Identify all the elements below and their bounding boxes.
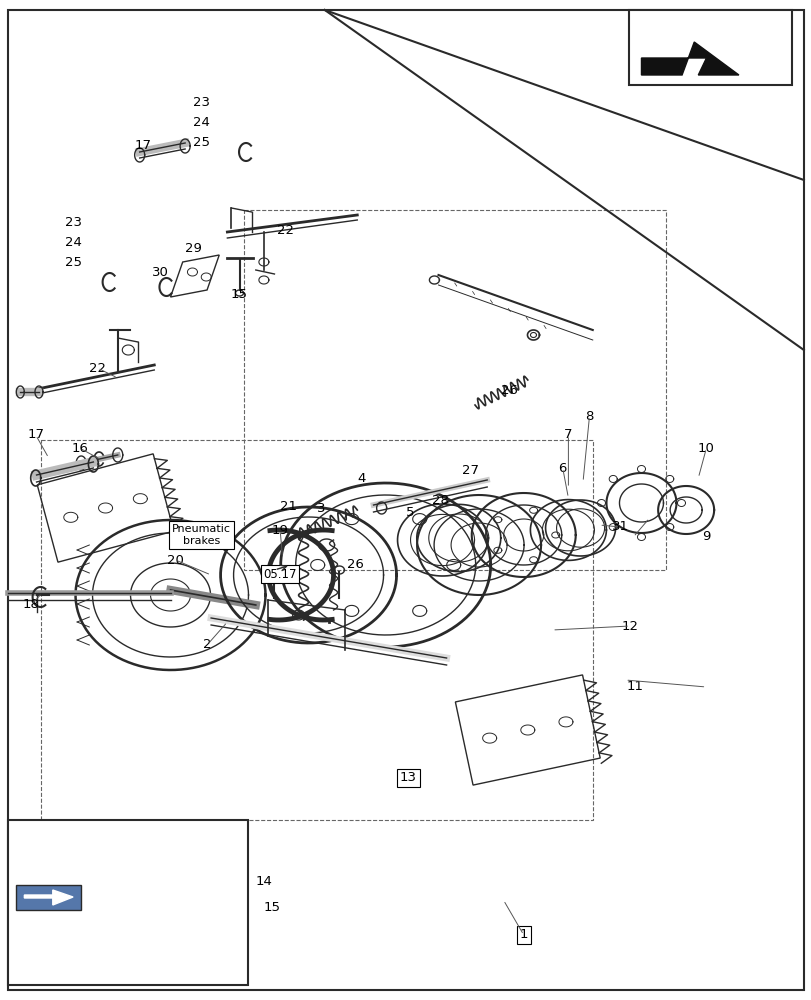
- Text: 25: 25: [193, 136, 209, 149]
- Text: 24: 24: [65, 235, 81, 248]
- Text: 1: 1: [519, 928, 527, 941]
- Text: 26: 26: [501, 383, 517, 396]
- Text: 26: 26: [347, 558, 363, 572]
- Text: 05.17: 05.17: [263, 568, 297, 580]
- Text: 4: 4: [357, 472, 365, 485]
- Text: Pneumatic
brakes: Pneumatic brakes: [172, 524, 230, 546]
- Text: 8: 8: [585, 410, 593, 422]
- Text: 16: 16: [71, 442, 88, 454]
- Bar: [629, 10, 791, 85]
- Polygon shape: [641, 42, 738, 75]
- Text: 6: 6: [558, 462, 566, 475]
- Text: 9: 9: [702, 530, 710, 544]
- Text: 29: 29: [185, 241, 201, 254]
- Text: 2: 2: [203, 639, 211, 652]
- Text: 10: 10: [697, 442, 714, 454]
- Bar: [8, 820, 247, 985]
- Text: 14: 14: [255, 876, 272, 888]
- Text: 28: 28: [432, 493, 448, 506]
- Text: 12: 12: [621, 619, 637, 633]
- Text: 17: 17: [135, 139, 151, 152]
- Text: 13: 13: [400, 771, 416, 784]
- Text: 5: 5: [406, 506, 414, 520]
- Text: 21: 21: [280, 500, 296, 514]
- Text: 19: 19: [272, 524, 288, 536]
- Text: 23: 23: [65, 216, 81, 229]
- Text: 27: 27: [462, 464, 478, 477]
- Text: 20: 20: [167, 554, 183, 566]
- Text: 31: 31: [611, 520, 628, 534]
- Text: 24: 24: [193, 116, 209, 129]
- Polygon shape: [24, 890, 73, 905]
- Text: 15: 15: [231, 288, 247, 302]
- Text: 30: 30: [152, 265, 169, 278]
- Text: 25: 25: [65, 255, 81, 268]
- Text: 23: 23: [193, 96, 209, 109]
- Text: 3: 3: [316, 502, 324, 514]
- Text: 18: 18: [23, 598, 39, 611]
- Text: 7: 7: [564, 428, 572, 442]
- Text: 17: 17: [28, 428, 44, 442]
- Text: 22: 22: [277, 224, 294, 236]
- Text: 22: 22: [89, 361, 105, 374]
- Text: 15: 15: [264, 901, 280, 914]
- Bar: [16, 885, 81, 910]
- Text: 11: 11: [626, 680, 642, 694]
